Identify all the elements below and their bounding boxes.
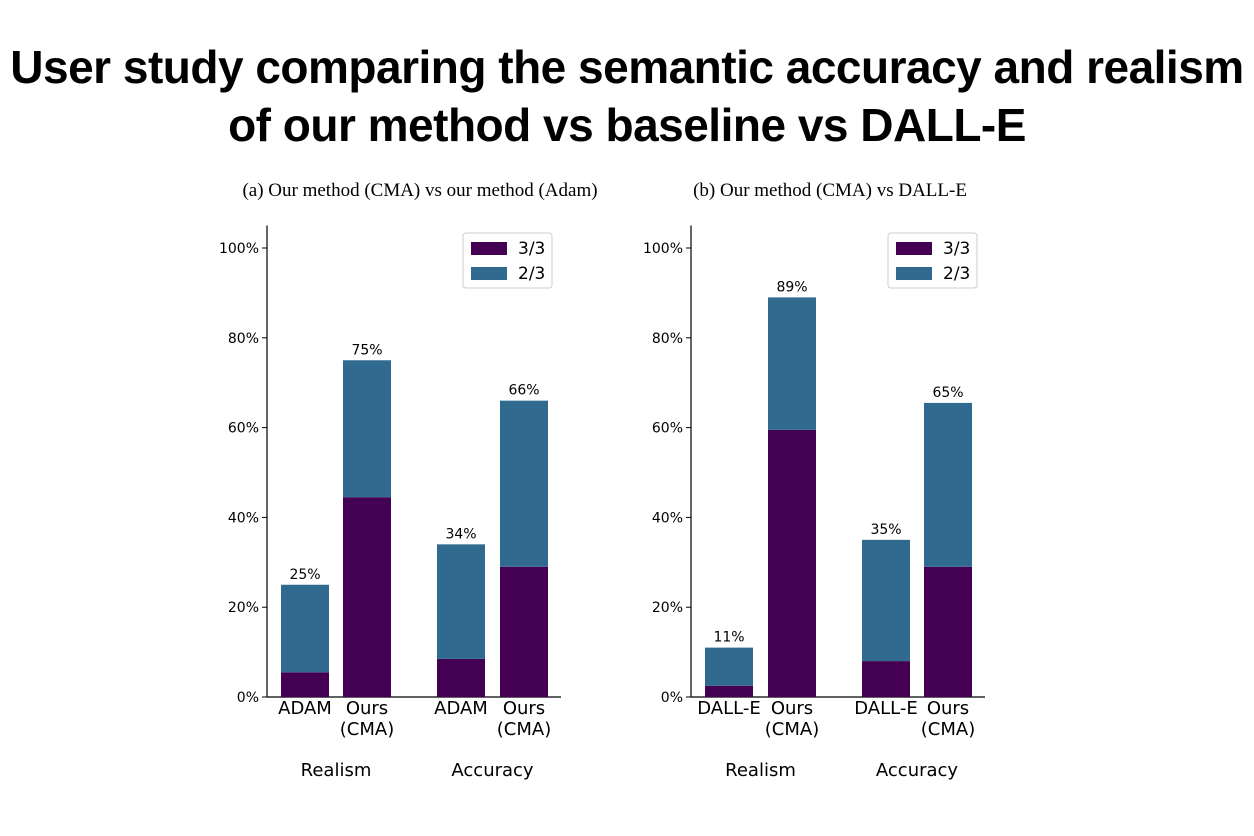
chart-b-ytick-label: 20%: [652, 600, 683, 616]
chart-b-ytick-label: 40%: [652, 510, 683, 526]
chart-a-bar-2of3: [343, 360, 391, 498]
chart-a-bar-3of3: [437, 658, 485, 697]
chart-a-bar-3of3: [281, 672, 329, 697]
chart-a-ytick-label: 40%: [228, 510, 259, 526]
chart-b-group-label: Accuracy: [876, 760, 959, 781]
chart-a-category-label: ADAM: [278, 698, 332, 719]
chart-b-category-label: DALL-E: [854, 698, 917, 719]
chart-b-bar-3of3: [862, 661, 910, 697]
chart-b-total-label: 65%: [932, 385, 963, 401]
title-line-1: User study comparing the semantic accura…: [10, 41, 1244, 93]
chart-a-total-label: 66%: [508, 383, 539, 399]
chart-a-bar-3of3: [500, 566, 548, 697]
chart-b-ytick-label: 60%: [652, 421, 683, 437]
chart-a-category-label: (CMA): [340, 719, 394, 740]
chart-b-category-label: Ours: [927, 698, 969, 719]
chart-b-total-label: 35%: [870, 522, 901, 538]
chart-a-bar-2of3: [437, 544, 485, 659]
chart-a-bar-2of3: [500, 400, 548, 567]
chart-b-group-label: Realism: [725, 760, 796, 781]
chart-a-total-label: 75%: [351, 342, 382, 358]
chart-b-legend-label: 3/3: [943, 239, 970, 259]
chart-a-group-label: Accuracy: [451, 760, 534, 781]
chart-a-legend-label: 3/3: [518, 239, 545, 259]
chart-b-category-label: (CMA): [921, 719, 975, 740]
chart-b-ytick-label: 100%: [643, 241, 683, 257]
chart-b-category-label: (CMA): [765, 719, 819, 740]
chart-a-category-label: Ours: [346, 698, 388, 719]
chart-b-category-label: DALL-E: [697, 698, 760, 719]
chart-a-legend-swatch: [471, 267, 507, 280]
chart-a-bar-3of3: [343, 497, 391, 697]
chart-b-legend-swatch: [896, 242, 932, 255]
chart-a-category-label: (CMA): [497, 719, 551, 740]
chart-b-total-label: 89%: [776, 279, 807, 295]
chart-b-category-label: Ours: [771, 698, 813, 719]
chart-b-legend-swatch: [896, 267, 932, 280]
chart-b-bar-2of3: [705, 647, 753, 686]
chart-b-bar-2of3: [924, 402, 972, 567]
chart-a-ytick-label: 20%: [228, 600, 259, 616]
chart-a-legend-label: 2/3: [518, 264, 545, 284]
chart-a-ytick-label: 60%: [228, 421, 259, 437]
chart-a-title: (a) Our method (CMA) vs our method (Adam…: [242, 180, 598, 201]
chart-a-legend-swatch: [471, 242, 507, 255]
main-title: User study comparing the semantic accura…: [0, 38, 1254, 154]
title-line-2: of our method vs baseline vs DALL-E: [228, 99, 1026, 151]
chart-b-ytick-label: 0%: [661, 690, 683, 706]
chart-a-bar-2of3: [281, 584, 329, 673]
chart-a-total-label: 34%: [445, 526, 476, 542]
chart-a-group-label: Realism: [301, 760, 372, 781]
chart-a-category-label: Ours: [503, 698, 545, 719]
chart-b-bar-3of3: [705, 685, 753, 697]
chart-b-bar-2of3: [768, 297, 816, 430]
chart-b-title: (b) Our method (CMA) vs DALL-E: [693, 180, 967, 201]
chart-a-ytick-label: 80%: [228, 331, 259, 347]
chart-a-ytick-label: 0%: [237, 690, 259, 706]
chart-b-total-label: 11%: [713, 630, 744, 646]
chart-a-total-label: 25%: [289, 567, 320, 583]
chart-b-bar-3of3: [768, 429, 816, 697]
chart-b-bar-3of3: [924, 566, 972, 697]
chart-b-legend-label: 2/3: [943, 264, 970, 284]
chart-a-category-label: ADAM: [434, 698, 488, 719]
chart-b-bar-2of3: [862, 539, 910, 662]
chart-b-ytick-label: 80%: [652, 331, 683, 347]
chart-a-ytick-label: 100%: [219, 241, 259, 257]
